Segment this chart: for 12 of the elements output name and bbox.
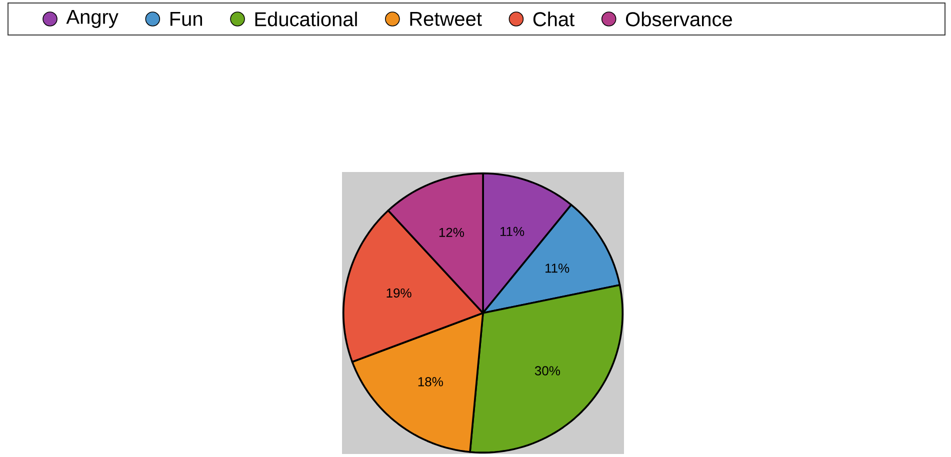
legend-label: Retweet [410,12,482,26]
legend-label: Chat [533,12,574,26]
data-label: 11% [546,264,570,273]
legend-label: Observance [626,12,732,26]
data-label: 12% [439,228,464,237]
legend-label: Angry [66,10,118,28]
data-label: 11% [500,226,524,236]
data-label: 19% [386,288,412,298]
data-label: 18% [418,377,443,386]
legend-label: Fun [170,12,202,26]
data-label: 30% [534,366,560,376]
legend-label: Educational [255,12,357,26]
